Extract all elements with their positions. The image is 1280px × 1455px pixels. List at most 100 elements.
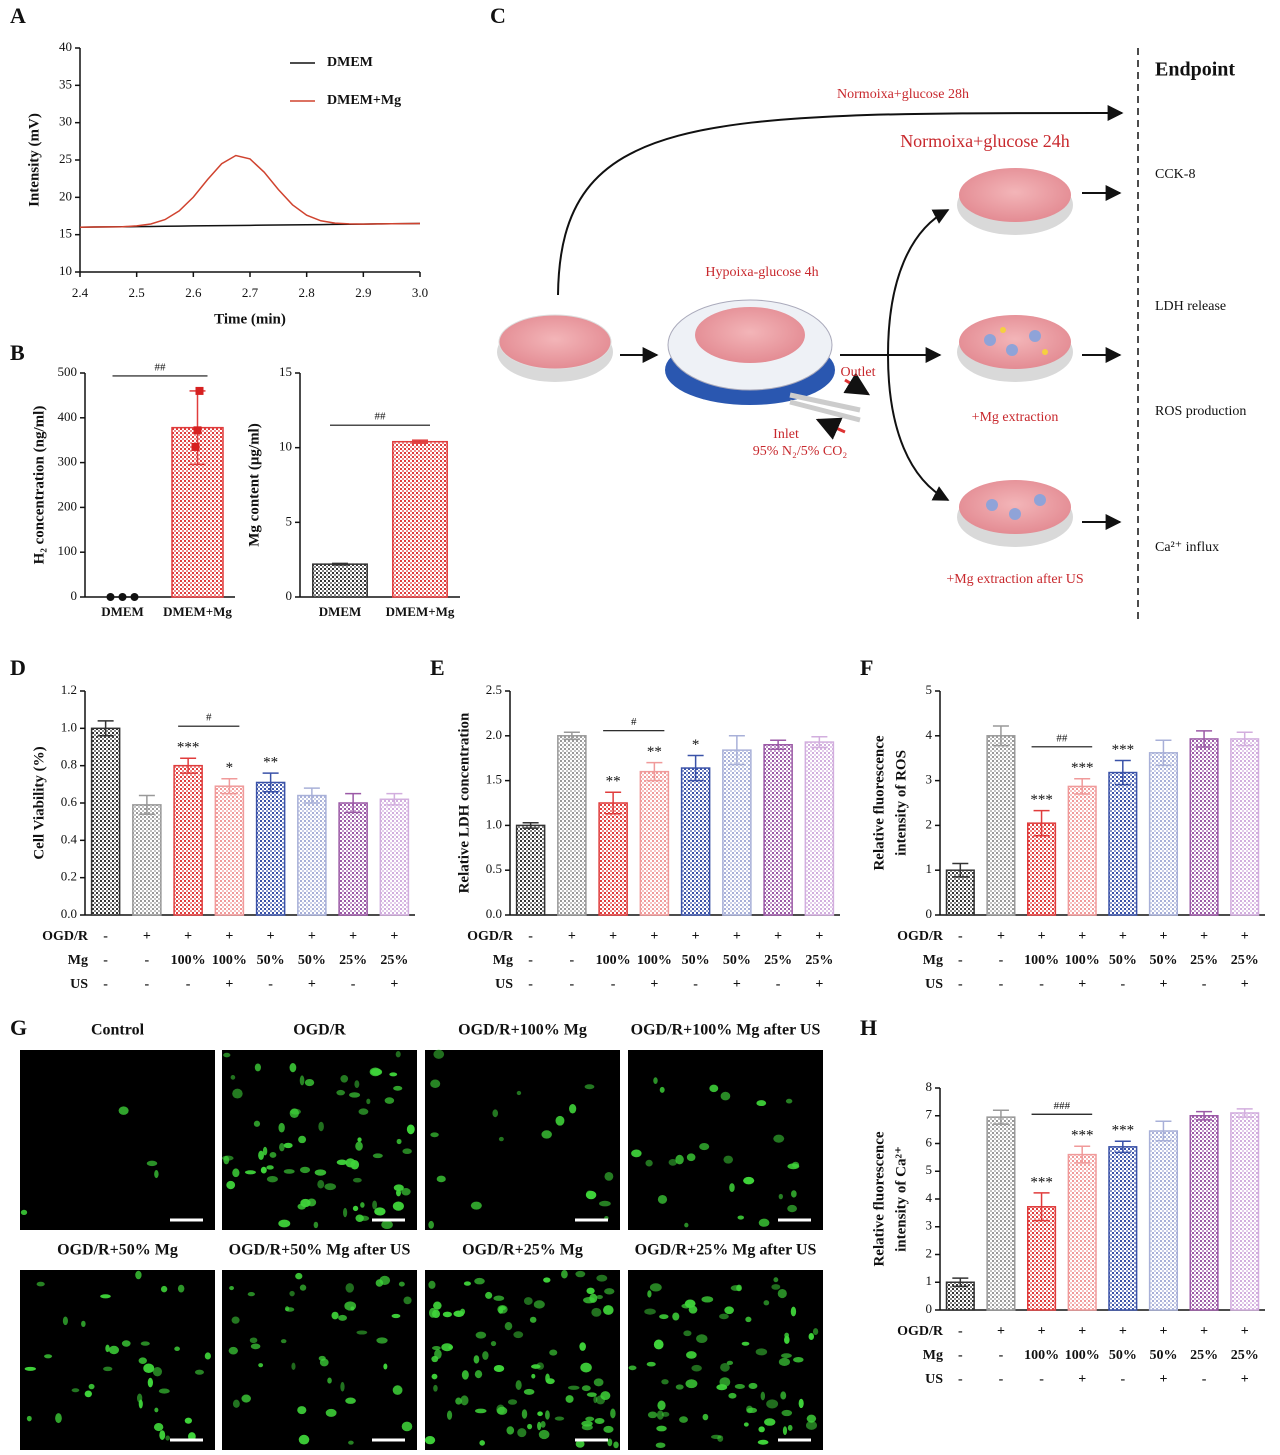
cell xyxy=(289,1290,295,1297)
cell xyxy=(603,1305,614,1315)
condition-label: Mg xyxy=(68,953,88,968)
condition-value: - xyxy=(570,953,575,968)
cell xyxy=(398,1281,405,1287)
cell xyxy=(537,1421,542,1431)
cell xyxy=(430,1079,441,1088)
panel-letter: G xyxy=(10,1015,27,1040)
condition-value: 50% xyxy=(1109,953,1137,968)
cell xyxy=(507,1399,518,1405)
condition-value: - xyxy=(528,977,533,992)
cell xyxy=(299,1166,311,1174)
cell xyxy=(778,1357,791,1366)
cell xyxy=(247,1291,255,1297)
label: 95% N₂/5% CO₂ xyxy=(753,444,848,459)
cell xyxy=(710,1434,722,1440)
significance-label: ### xyxy=(1054,1100,1071,1112)
data-point xyxy=(191,442,200,451)
endpoint-title: Endpoint xyxy=(1155,59,1235,81)
cell xyxy=(393,1085,403,1091)
cell xyxy=(589,1293,598,1303)
bar xyxy=(515,824,546,916)
y-tick-label: 300 xyxy=(58,454,78,469)
significance-stars: *** xyxy=(1071,760,1094,776)
cell xyxy=(545,1410,550,1420)
y-tick-label: 3 xyxy=(926,1218,933,1233)
endpoint: LDH release xyxy=(1155,299,1226,314)
cell xyxy=(513,1331,524,1339)
cell xyxy=(406,1124,415,1135)
dish xyxy=(695,307,805,363)
condition-value: + xyxy=(390,929,398,944)
cell xyxy=(780,1391,787,1400)
condition-value: + xyxy=(143,929,151,944)
bar xyxy=(90,727,121,916)
endpoint: CCK-8 xyxy=(1155,167,1195,182)
cell xyxy=(470,1201,482,1210)
y-tick-label: 0 xyxy=(71,588,78,603)
y-axis-label: Relative fluorescence xyxy=(871,735,887,870)
condition-value: + xyxy=(1119,1324,1127,1339)
label: Normoixa+glucose 24h xyxy=(900,131,1070,151)
cell xyxy=(428,1220,434,1229)
cell xyxy=(244,1170,257,1175)
significance-stars: *** xyxy=(1030,792,1053,808)
cell xyxy=(20,1209,28,1216)
cell xyxy=(541,1130,552,1139)
cell xyxy=(787,1424,793,1431)
condition-value: + xyxy=(225,977,233,992)
y-tick-label: 0 xyxy=(286,588,293,603)
significance-stars: *** xyxy=(177,740,200,756)
condition-label: OGD/R xyxy=(897,929,944,944)
y-tick-label: 2.0 xyxy=(486,727,502,742)
cell xyxy=(549,1349,558,1356)
condition-value: 100% xyxy=(1065,953,1100,968)
cell xyxy=(229,1285,234,1291)
cell xyxy=(603,1425,614,1433)
cell xyxy=(591,1307,602,1317)
panel-letter: B xyxy=(10,340,25,365)
panel-letter: H xyxy=(860,1015,877,1040)
y-tick-label: 1 xyxy=(926,1273,933,1288)
significance-label: ## xyxy=(1056,732,1068,744)
micrograph xyxy=(628,1270,823,1450)
condition-value: + xyxy=(308,977,316,992)
cell xyxy=(760,1391,766,1401)
cell xyxy=(278,1122,285,1133)
cell xyxy=(260,1166,267,1174)
cell xyxy=(596,1294,603,1300)
cell xyxy=(62,1316,68,1326)
bar xyxy=(1148,1130,1178,1311)
cell xyxy=(607,1438,613,1447)
y-tick-label: 20 xyxy=(59,188,72,203)
condition-value: + xyxy=(650,929,658,944)
cell xyxy=(755,1348,768,1356)
cell xyxy=(758,1426,765,1433)
bar xyxy=(557,735,587,916)
condition-value: 25% xyxy=(1190,953,1218,968)
x-tick-label: 2.6 xyxy=(185,285,202,300)
cell xyxy=(600,1391,611,1401)
cell xyxy=(812,1328,819,1336)
cell xyxy=(159,1430,166,1440)
cell xyxy=(204,1352,211,1360)
particles xyxy=(984,327,1048,520)
cell xyxy=(806,1414,817,1423)
cell xyxy=(531,1373,536,1379)
condition-value: + xyxy=(1159,929,1167,944)
cell xyxy=(790,1306,797,1317)
y-axis-label: intensity of ROS xyxy=(893,750,909,856)
cell xyxy=(391,1313,401,1319)
cell xyxy=(736,1284,742,1292)
condition-value: 50% xyxy=(1149,953,1177,968)
y-tick-label: 30 xyxy=(59,114,72,129)
cell xyxy=(461,1370,469,1380)
condition-value: 50% xyxy=(298,953,326,968)
y-tick-label: 40 xyxy=(59,39,72,54)
x-tick-label: 2.7 xyxy=(242,285,259,300)
y-axis-label: Relative fluorescence xyxy=(871,1131,887,1266)
bar xyxy=(1027,822,1057,916)
cell xyxy=(446,1410,453,1420)
cell xyxy=(726,1360,734,1366)
cell xyxy=(709,1084,719,1093)
image-title: OGD/R+25% Mg xyxy=(462,1242,583,1259)
